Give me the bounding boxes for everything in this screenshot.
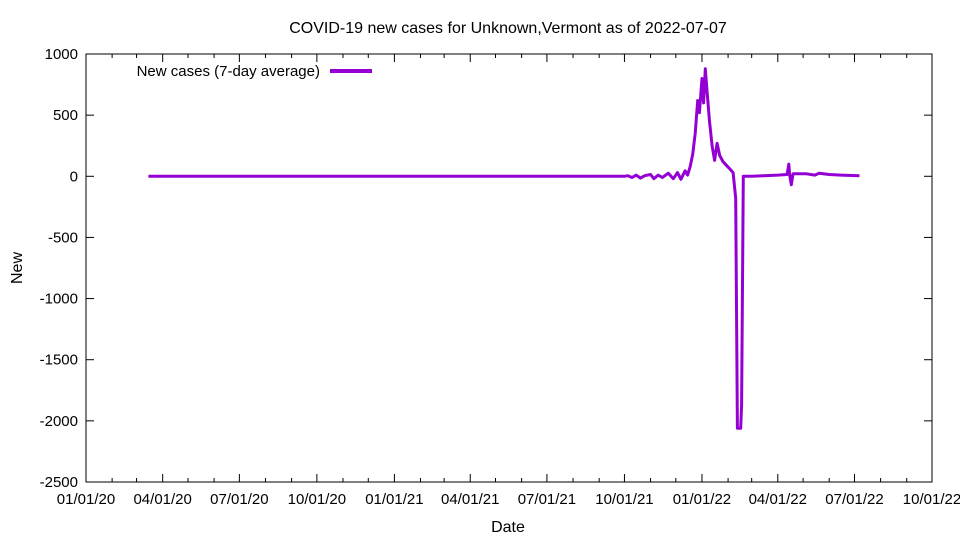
y-tick-label: 1000 [45, 46, 78, 63]
x-tick-label: 10/01/20 [288, 491, 346, 508]
y-tick-label: -2500 [40, 474, 78, 491]
y-axis-label: New [9, 252, 26, 284]
x-tick-label: 04/01/22 [749, 491, 807, 508]
y-tick-label: -1000 [40, 291, 78, 308]
x-tick-label: 07/01/22 [825, 491, 883, 508]
y-tick-label: -1500 [40, 352, 78, 369]
series-line [148, 67, 860, 430]
y-tick-label: 500 [53, 107, 78, 124]
x-tick-label: 07/01/21 [518, 491, 576, 508]
x-tick-label: 10/01/21 [595, 491, 653, 508]
y-tick-label: -2000 [40, 413, 78, 430]
x-tick-label: 07/01/20 [210, 491, 268, 508]
x-tick-label: 01/01/22 [673, 491, 731, 508]
legend: New cases (7-day average) [137, 63, 372, 80]
x-tick-label: 01/01/20 [57, 491, 115, 508]
y-tick-label: 0 [70, 168, 78, 185]
x-tick-label: 04/01/21 [441, 491, 499, 508]
x-axis-label: Date [491, 519, 525, 536]
x-tick-label: 10/01/22 [903, 491, 960, 508]
x-tick-label: 04/01/20 [133, 491, 191, 508]
series-layer [148, 67, 860, 430]
plot-frame [85, 53, 933, 483]
y-tick-label: -500 [48, 229, 78, 246]
chart-title: COVID-19 new cases for Unknown,Vermont a… [289, 20, 727, 37]
legend-label: New cases (7-day average) [137, 63, 320, 80]
x-tick-label: 01/01/21 [365, 491, 423, 508]
axis-ticks: 1000 500 0 -500 -1000 -1500 -2000 -250001/01/20… [40, 46, 960, 508]
